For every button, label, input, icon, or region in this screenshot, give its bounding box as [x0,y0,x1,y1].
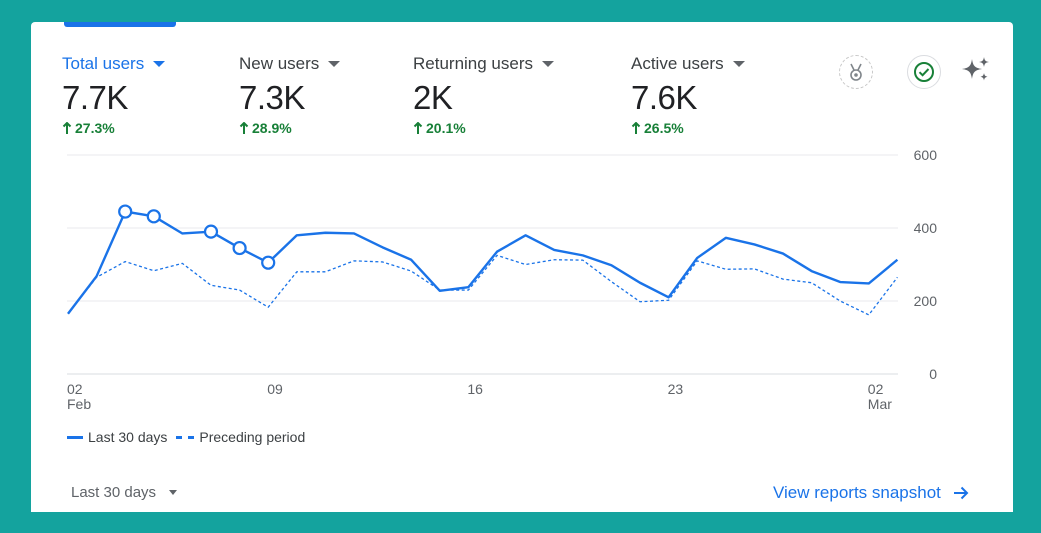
legend-current-label: Last 30 days [88,429,168,445]
legend-solid-swatch [67,435,83,439]
x-tick-sublabel: Mar [868,396,892,412]
arrow-up-icon [239,121,249,134]
metric-label: Total users [62,54,145,73]
metric-value: 7.7K [62,79,128,116]
caret-down-icon[interactable] [153,61,166,67]
metric-label: Returning users [413,54,534,73]
metric-change: 27.3% [62,120,165,136]
metric-value: 7.3K [239,79,305,116]
x-tick-label: 02 [868,381,884,397]
x-tick-sublabel: Feb [67,396,91,412]
metric-total-users[interactable]: Total users 7.7K 27.3% [62,52,166,136]
series-line-last-30-days [67,210,899,315]
arrow-up-icon [631,121,641,134]
arrow-right-icon [953,486,969,500]
data-point-marker [146,209,161,224]
chart-legend: Last 30 days Preceding period [67,429,305,445]
metric-new-users[interactable]: New users 7.3K 28.9% [239,52,341,136]
metric-change: 20.1% [413,120,554,136]
metric-label: New users [239,54,320,73]
metric-change: 26.5% [631,120,745,136]
medal-icon[interactable] [839,55,873,89]
caret-down-icon[interactable] [732,61,745,67]
caret-down-icon [169,490,178,495]
date-range-select[interactable]: Last 30 days [71,484,178,501]
metric-change: 28.9% [239,120,340,136]
metric-returning-users[interactable]: Returning users 2K 20.1% [413,52,555,136]
data-point-marker [203,224,219,239]
check-circle-icon[interactable] [907,55,941,89]
y-tick-label: 0 [929,366,937,382]
metric-value: 2K [413,79,453,116]
sparkle-icon[interactable] [959,53,993,87]
view-reports-snapshot-link[interactable]: View reports snapshot [773,483,969,503]
snapshot-link-label: View reports snapshot [773,483,941,502]
metric-label: Active users [631,54,724,73]
series-line-preceding-period [67,254,898,316]
reports-card: Total users 7.7K 27.3% New users 7.3K 28… [31,22,1013,512]
arrow-up-icon [62,121,72,134]
x-tick-label: 16 [467,381,483,397]
y-tick-label: 200 [914,293,938,309]
caret-down-icon[interactable] [328,61,341,67]
legend-previous-label: Preceding period [199,429,306,445]
caret-down-icon[interactable] [542,61,555,67]
date-range-label: Last 30 days [71,484,157,501]
data-point-marker [118,204,133,219]
selected-tab-indicator [64,22,176,27]
x-tick-label: 02 [67,381,83,397]
x-tick-label: 09 [267,381,283,397]
metric-value: 7.6K [631,79,697,116]
x-tick-label: 23 [668,381,684,397]
data-point-marker [261,255,276,270]
data-point-marker [232,240,247,256]
legend-dashed-swatch [176,435,195,439]
y-tick-label: 400 [914,220,938,236]
arrow-up-icon [413,121,423,134]
y-tick-label: 600 [914,147,938,163]
metric-active-users[interactable]: Active users 7.6K 26.5% [631,52,745,136]
